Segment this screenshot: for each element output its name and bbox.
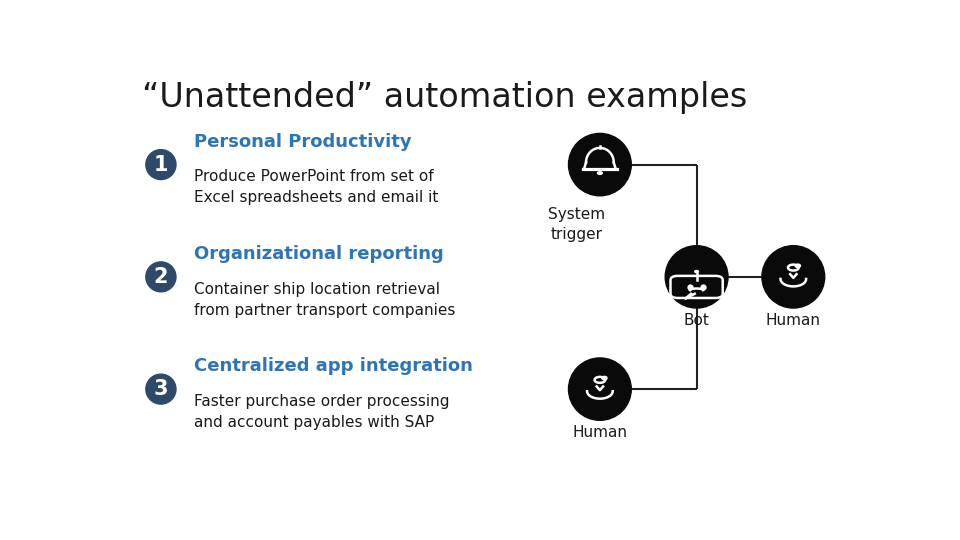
Ellipse shape bbox=[146, 150, 176, 180]
Text: 2: 2 bbox=[154, 267, 168, 287]
Ellipse shape bbox=[146, 262, 176, 292]
Text: 3: 3 bbox=[154, 379, 168, 399]
Text: Human: Human bbox=[572, 426, 628, 440]
Text: Faster purchase order processing
and account payables with SAP: Faster purchase order processing and acc… bbox=[194, 394, 450, 430]
Circle shape bbox=[597, 172, 602, 174]
Text: System
trigger: System trigger bbox=[548, 207, 606, 242]
Text: Container ship location retrieval
from partner transport companies: Container ship location retrieval from p… bbox=[194, 282, 456, 318]
Text: 1: 1 bbox=[154, 154, 168, 174]
Ellipse shape bbox=[568, 133, 632, 196]
Text: “Unattended” automation examples: “Unattended” automation examples bbox=[142, 82, 748, 114]
Text: Produce PowerPoint from set of
Excel spreadsheets and email it: Produce PowerPoint from set of Excel spr… bbox=[194, 170, 439, 205]
Ellipse shape bbox=[665, 246, 728, 308]
Ellipse shape bbox=[568, 358, 632, 420]
Ellipse shape bbox=[762, 246, 825, 308]
Text: Organizational reporting: Organizational reporting bbox=[194, 245, 444, 263]
Text: Personal Productivity: Personal Productivity bbox=[194, 133, 412, 151]
Ellipse shape bbox=[146, 374, 176, 404]
Text: Bot: Bot bbox=[684, 313, 709, 328]
Circle shape bbox=[695, 271, 699, 273]
Text: Human: Human bbox=[766, 313, 821, 328]
Text: Centralized app integration: Centralized app integration bbox=[194, 357, 473, 375]
